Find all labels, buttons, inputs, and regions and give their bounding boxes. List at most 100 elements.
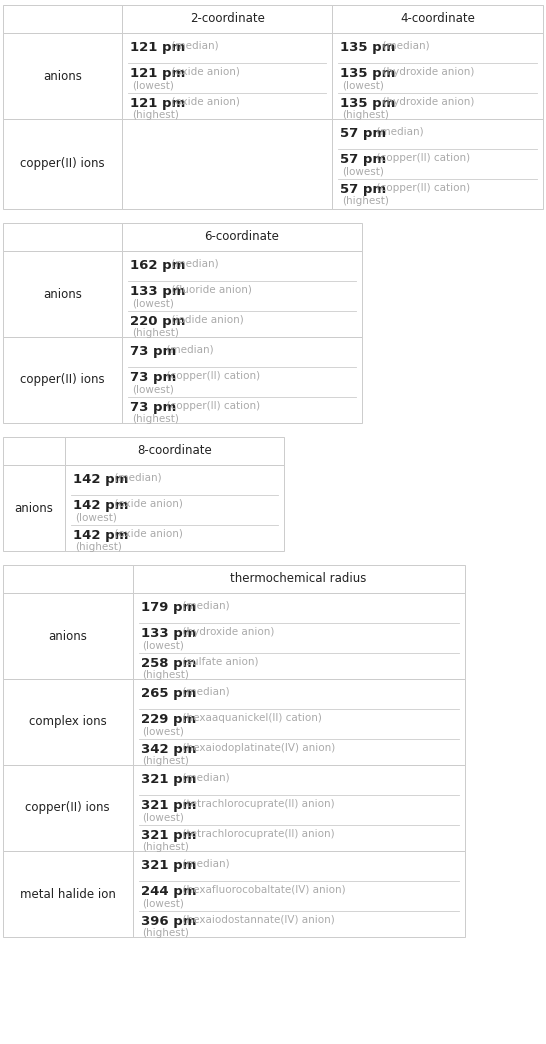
Text: (median): (median)	[376, 41, 429, 51]
Text: 6-coordinate: 6-coordinate	[205, 231, 280, 243]
Text: copper(II) ions: copper(II) ions	[20, 158, 105, 170]
Bar	[133, 679, 465, 765]
Text: 220 pm: 220 pm	[130, 315, 185, 328]
Bar	[133, 851, 465, 938]
Bar	[3, 765, 133, 851]
Text: (lowest): (lowest)	[342, 166, 384, 176]
Text: (median): (median)	[370, 127, 424, 137]
Text: 121 pm: 121 pm	[130, 67, 185, 80]
Text: (lowest): (lowest)	[143, 812, 185, 822]
Bar	[333, 5, 543, 33]
Text: (lowest): (lowest)	[143, 898, 185, 908]
Text: (highest): (highest)	[143, 928, 189, 938]
Bar	[3, 593, 133, 679]
Text: (hydroxide anion): (hydroxide anion)	[376, 97, 474, 106]
Text: (copper(II) cation): (copper(II) cation)	[370, 183, 470, 193]
Text: 73 pm: 73 pm	[130, 401, 176, 414]
Text: (median): (median)	[165, 41, 219, 51]
Text: (hexaiodoplatinate(IV) anion): (hexaiodoplatinate(IV) anion)	[176, 743, 335, 753]
Text: 142 pm: 142 pm	[73, 529, 128, 542]
Bar	[122, 5, 333, 33]
Text: 162 pm: 162 pm	[130, 259, 185, 272]
Text: 57 pm: 57 pm	[340, 153, 387, 166]
Text: 342 pm: 342 pm	[141, 743, 196, 756]
Text: (highest): (highest)	[132, 414, 179, 424]
Text: 321 pm: 321 pm	[141, 829, 196, 843]
Text: 73 pm: 73 pm	[130, 345, 176, 358]
Text: (lowest): (lowest)	[342, 80, 384, 90]
Text: (highest): (highest)	[143, 756, 189, 766]
Text: anions: anions	[43, 287, 82, 301]
Text: 142 pm: 142 pm	[73, 473, 128, 487]
Text: anions: anions	[49, 630, 87, 642]
Text: 8-coordinate: 8-coordinate	[137, 445, 212, 457]
Text: 135 pm: 135 pm	[340, 97, 396, 110]
Bar	[3, 119, 122, 209]
Text: (copper(II) cation): (copper(II) cation)	[159, 371, 260, 381]
Text: 57 pm: 57 pm	[340, 183, 387, 196]
Text: 142 pm: 142 pm	[73, 499, 128, 512]
Text: 258 pm: 258 pm	[141, 657, 196, 670]
Text: 265 pm: 265 pm	[141, 687, 196, 699]
Text: (hexaiodostannate(IV) anion): (hexaiodostannate(IV) anion)	[176, 915, 335, 925]
Text: (median): (median)	[176, 601, 229, 611]
Bar	[3, 251, 122, 337]
Text: anions: anions	[43, 70, 82, 82]
Text: 2-coordinate: 2-coordinate	[189, 13, 265, 25]
Text: (highest): (highest)	[132, 328, 179, 338]
Text: (median): (median)	[159, 345, 213, 355]
Text: (fluoride anion): (fluoride anion)	[165, 285, 252, 295]
Text: (highest): (highest)	[342, 110, 389, 120]
Bar	[3, 437, 65, 465]
Bar	[333, 119, 543, 209]
Bar	[122, 119, 333, 209]
Text: complex ions: complex ions	[29, 715, 106, 729]
Text: (lowest): (lowest)	[75, 512, 117, 522]
Text: (hexaaquanickel(II) cation): (hexaaquanickel(II) cation)	[176, 713, 322, 723]
Text: (highest): (highest)	[143, 843, 189, 852]
Text: (median): (median)	[165, 259, 219, 269]
Text: 229 pm: 229 pm	[141, 713, 196, 726]
Bar	[3, 851, 133, 938]
Text: 133 pm: 133 pm	[141, 627, 196, 640]
Bar	[65, 465, 284, 551]
Text: (hydroxide anion): (hydroxide anion)	[376, 67, 474, 77]
Text: (hexafluorocobaltate(IV) anion): (hexafluorocobaltate(IV) anion)	[176, 885, 346, 895]
Text: 321 pm: 321 pm	[141, 773, 196, 786]
Text: 121 pm: 121 pm	[130, 97, 185, 110]
Text: (oxide anion): (oxide anion)	[109, 529, 183, 539]
Text: copper(II) ions: copper(II) ions	[26, 802, 110, 814]
Text: 244 pm: 244 pm	[141, 885, 196, 898]
Text: anions: anions	[15, 501, 54, 515]
Bar	[3, 565, 133, 593]
Text: 135 pm: 135 pm	[340, 41, 396, 54]
Text: metal halide ion: metal halide ion	[20, 887, 116, 901]
Bar	[133, 593, 465, 679]
Text: 4-coordinate: 4-coordinate	[400, 13, 475, 25]
Text: 179 pm: 179 pm	[141, 601, 196, 614]
Text: (tetrachlorocuprate(II) anion): (tetrachlorocuprate(II) anion)	[176, 829, 335, 839]
Text: 133 pm: 133 pm	[130, 285, 185, 298]
Text: (lowest): (lowest)	[132, 298, 174, 308]
Bar	[333, 33, 543, 119]
Text: (copper(II) cation): (copper(II) cation)	[370, 153, 470, 163]
Text: 396 pm: 396 pm	[141, 915, 196, 928]
Text: (lowest): (lowest)	[143, 640, 185, 650]
Bar	[65, 437, 284, 465]
Bar	[133, 565, 465, 593]
Text: (lowest): (lowest)	[132, 384, 174, 394]
Bar	[122, 251, 362, 337]
Text: (highest): (highest)	[143, 670, 189, 680]
Text: (median): (median)	[176, 773, 229, 783]
Bar	[122, 337, 362, 423]
Bar	[133, 765, 465, 851]
Bar	[3, 337, 122, 423]
Text: (oxide anion): (oxide anion)	[165, 67, 240, 77]
Text: (oxide anion): (oxide anion)	[109, 499, 183, 509]
Bar	[3, 465, 65, 551]
Bar	[122, 223, 362, 251]
Text: (oxide anion): (oxide anion)	[165, 97, 240, 106]
Text: (hydroxide anion): (hydroxide anion)	[176, 627, 274, 637]
Text: (median): (median)	[109, 473, 162, 483]
Text: (median): (median)	[176, 859, 229, 869]
